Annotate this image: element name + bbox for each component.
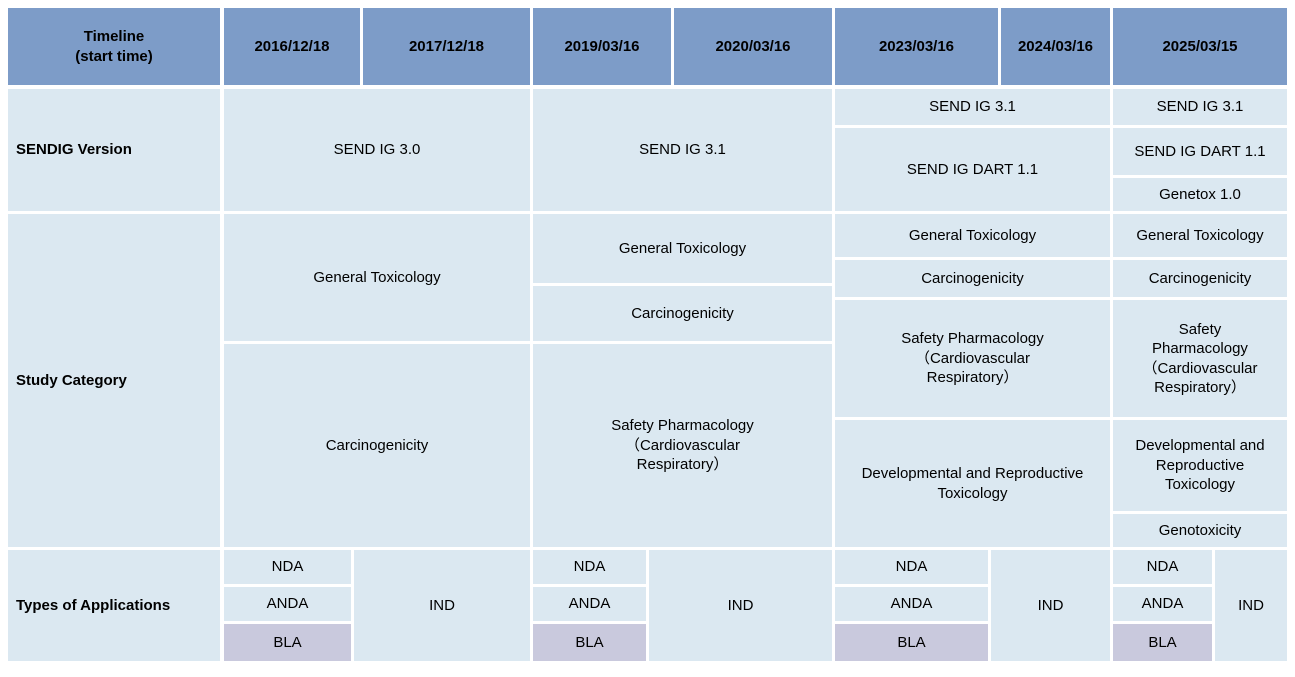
cell-app-anda-2016: ANDA [224, 587, 351, 621]
cell-carcinogenicity-2025: Carcinogenicity [1113, 260, 1287, 297]
header-cell-date-2023-03-16: 2023/03/16 [835, 8, 998, 85]
cell-app-anda-2019: ANDA [533, 587, 646, 621]
header-cell-date-2019-03-16: 2019/03/16 [533, 8, 671, 85]
cell-developmental-reproductive-toxicology-2023-2024: Developmental and Reproductive Toxicolog… [835, 420, 1110, 547]
cell-app-bla-2023: BLA [835, 624, 988, 661]
cell-genetox-1-0-2025: Genetox 1.0 [1113, 178, 1287, 211]
cell-app-nda-2016: NDA [224, 550, 351, 584]
header-cell-date-2020-03-16: 2020/03/16 [674, 8, 832, 85]
cell-app-nda-2023: NDA [835, 550, 988, 584]
cell-send-ig-3-0-2016-2017: SEND IG 3.0 [224, 89, 530, 211]
cell-app-bla-2016: BLA [224, 624, 351, 661]
cell-send-ig-3-1-2019-2020: SEND IG 3.1 [533, 89, 832, 211]
cell-send-ig-3-1-2025: SEND IG 3.1 [1113, 89, 1287, 125]
cell-carcinogenicity-2023-2024: Carcinogenicity [835, 260, 1110, 297]
cell-carcinogenicity-2016-2017: Carcinogenicity [224, 344, 530, 547]
header-cell-date-2017-12-18: 2017/12/18 [363, 8, 530, 85]
cell-app-ind-2020: IND [649, 550, 832, 661]
cell-general-toxicology-2016-2017: General Toxicology [224, 214, 530, 341]
header-cell-timeline: Timeline (start time) [8, 8, 220, 85]
cell-carcinogenicity-2019-2020: Carcinogenicity [533, 286, 832, 341]
row-label-types-of-applications: Types of Applications [8, 550, 220, 661]
header-cell-date-2024-03-16: 2024/03/16 [1001, 8, 1110, 85]
row-label-sendig-version: SENDIG Version [8, 89, 220, 211]
cell-general-toxicology-2019-2020: General Toxicology [533, 214, 832, 283]
cell-developmental-reproductive-toxicology-2025: Developmental and Reproductive Toxicolog… [1113, 420, 1287, 511]
row-label-study-category: Study Category [8, 214, 220, 547]
header-cell-date-2025-03-15: 2025/03/15 [1113, 8, 1287, 85]
cell-app-anda-2023: ANDA [835, 587, 988, 621]
cell-safety-pharmacology-2023-2024: Safety Pharmacology （Cardiovascular Resp… [835, 300, 1110, 417]
cell-general-toxicology-2025: General Toxicology [1113, 214, 1287, 257]
header-cell-date-2016-12-18: 2016/12/18 [224, 8, 360, 85]
cell-app-ind-2017: IND [354, 550, 530, 661]
cell-app-nda-2019: NDA [533, 550, 646, 584]
cell-app-nda-2025: NDA [1113, 550, 1212, 584]
cell-genotoxicity-2025: Genotoxicity [1113, 514, 1287, 547]
cell-app-bla-2025: BLA [1113, 624, 1212, 661]
cell-safety-pharmacology-2019-2020: Safety Pharmacology （Cardiovascular Resp… [533, 344, 832, 547]
cell-send-ig-dart-1-1-2025: SEND IG DART 1.1 [1113, 128, 1287, 175]
cell-general-toxicology-2023-2024: General Toxicology [835, 214, 1110, 257]
cell-send-ig-dart-1-1-2023-2024: SEND IG DART 1.1 [835, 128, 1110, 211]
cell-app-anda-2025: ANDA [1113, 587, 1212, 621]
cell-send-ig-3-1-2023-2024: SEND IG 3.1 [835, 89, 1110, 125]
cell-app-ind-2025: IND [1215, 550, 1287, 661]
cell-safety-pharmacology-2025: Safety Pharmacology （Cardiovascular Resp… [1113, 300, 1287, 417]
cell-app-ind-2024: IND [991, 550, 1110, 661]
cell-app-bla-2019: BLA [533, 624, 646, 661]
